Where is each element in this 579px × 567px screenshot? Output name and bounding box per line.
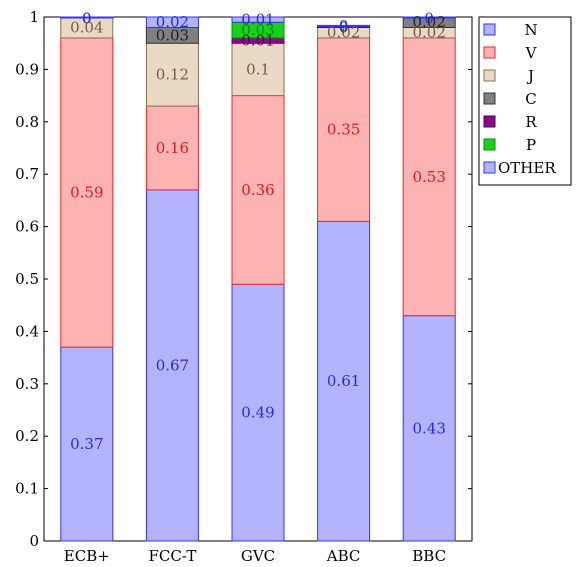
- legend-label: P: [526, 136, 536, 154]
- bar-segment-j: [145, 42, 199, 107]
- bar-segment-v: [231, 95, 285, 285]
- bar-segment-n: [145, 16, 199, 28]
- bar-segment-n: [60, 16, 114, 19]
- data-label: 0: [82, 10, 92, 28]
- data-label: 0.35: [327, 121, 360, 139]
- data-label: 0.43: [412, 419, 445, 437]
- legend-swatch-other: [483, 161, 496, 174]
- axes-layer: 0 0.1 0.2 0.3 0.4 0.5 0.6 0.7 0.8 0.9 1 ECB+ FCC-T GV…: [15, 8, 473, 565]
- bar-segment-v: [402, 37, 456, 317]
- data-label: 0.67: [156, 356, 189, 374]
- data-label: 0.02: [156, 13, 189, 31]
- legend-swatch-n: [483, 23, 496, 36]
- y-tick-label: 0.5: [15, 270, 39, 288]
- data-label: 0: [339, 17, 349, 35]
- legend-swatch-j: [483, 69, 496, 82]
- y-tick-label: 1: [29, 8, 39, 26]
- data-label: 0.49: [241, 404, 274, 422]
- x-tick-label: BBC: [412, 547, 446, 563]
- data-label: 0.16: [156, 139, 189, 157]
- bars-layer: [60, 16, 456, 542]
- data-label: 0.61: [327, 372, 360, 390]
- x-tick-label: ABC: [326, 547, 361, 563]
- legend-label: R: [525, 113, 537, 131]
- data-label: 0.59: [70, 184, 103, 202]
- legend-swatch-c: [483, 92, 496, 105]
- data-label: 0.03: [156, 26, 189, 44]
- data-label: 0.53: [412, 168, 445, 186]
- data-label: 0.02: [412, 24, 445, 42]
- bar-segment-n: [402, 16, 456, 19]
- bar-segment-other: [317, 220, 371, 542]
- data-label: 0.1: [246, 60, 270, 78]
- bar-segment-other: [145, 189, 199, 542]
- bar-segment-j: [231, 42, 285, 97]
- x-tick-label: GVC: [241, 547, 275, 563]
- data-label: 0: [339, 18, 349, 36]
- y-tick-label: 0.6: [15, 218, 39, 236]
- x-tick-label: ECB+: [64, 547, 110, 563]
- legend-swatch-v: [483, 46, 496, 59]
- bar-segment-v: [145, 105, 199, 191]
- bar-segment-other: [231, 283, 285, 542]
- legend-label: N: [524, 21, 537, 39]
- data-label: 0.12: [156, 66, 189, 84]
- data-label: 0.02: [412, 13, 445, 31]
- data-label: 0.03: [241, 21, 274, 39]
- bar-segment-other: [402, 315, 456, 542]
- y-tick-label: 0.4: [15, 322, 39, 340]
- y-tick-label: 0.1: [15, 480, 39, 498]
- x-tick-label: FCC-T: [148, 547, 196, 563]
- bar-segment-n: [317, 24, 371, 27]
- y-tick-label: 0.3: [15, 375, 39, 393]
- data-label: 0.01: [241, 11, 274, 29]
- legend-label: J: [526, 67, 534, 85]
- y-tick-label: 0.2: [15, 427, 39, 445]
- bar-segment-n: [231, 16, 285, 23]
- y-tick-label: 0: [29, 532, 39, 550]
- data-label: 0: [424, 10, 434, 28]
- bar-segment-v: [60, 37, 114, 348]
- legend-swatch-p: [483, 138, 496, 151]
- legend-swatch-r: [483, 115, 496, 128]
- legend-label: V: [525, 44, 538, 62]
- data-label: 0: [82, 10, 92, 28]
- data-label: 0.02: [327, 24, 360, 42]
- legend-label: OTHER: [498, 159, 556, 177]
- data-label: 0.04: [70, 18, 103, 36]
- data-labels-layer: 0.37 0.67 0.49 0.61 0.43 0.59 0.16 0.36 0.35 0.53…: [70, 10, 446, 453]
- data-label: 0.37: [70, 435, 103, 453]
- bar-segment-v: [317, 37, 371, 222]
- y-tick-label: 0.7: [15, 165, 39, 183]
- data-label: 0.36: [241, 181, 274, 199]
- y-tick-label: 0.9: [15, 60, 39, 78]
- data-label: 0.01: [241, 32, 274, 50]
- legend-label: C: [525, 90, 536, 108]
- y-tick-label: 0.8: [15, 113, 39, 131]
